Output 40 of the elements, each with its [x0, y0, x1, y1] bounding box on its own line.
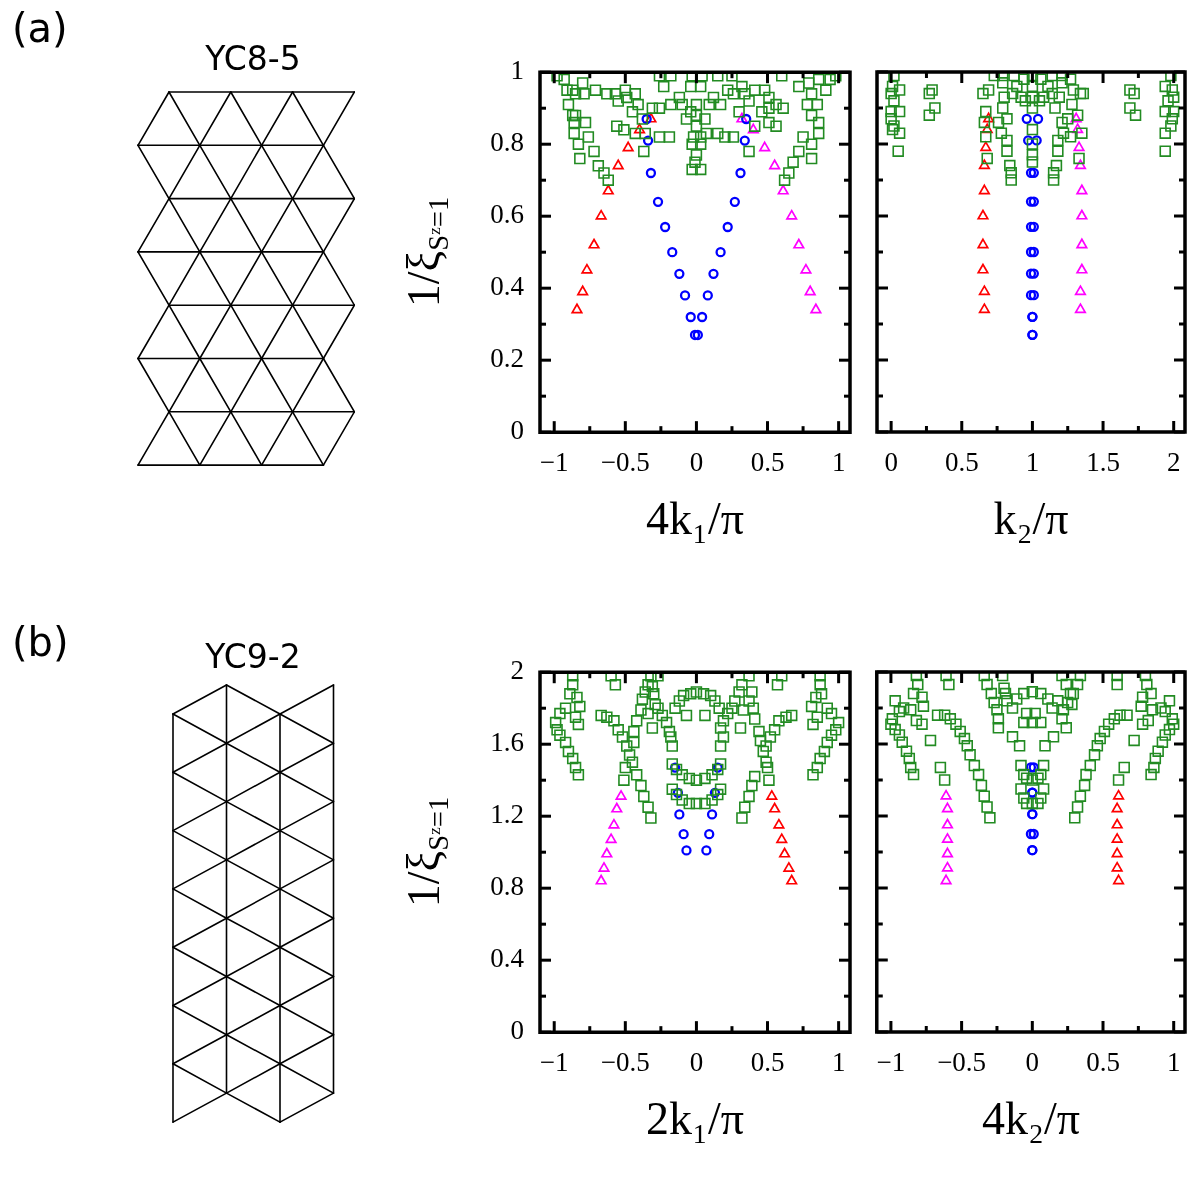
x-tick-label: 0 [1025, 1047, 1040, 1078]
text: (b) [12, 619, 69, 665]
text: YC9-2 [205, 637, 301, 676]
text: YC8-5 [205, 39, 301, 78]
x-tick-label: 0 [689, 447, 704, 478]
x-tick-label: 0 [689, 1047, 704, 1078]
x-tick-label: 2 [1166, 447, 1181, 478]
y-tick-label: 0.4 [490, 271, 525, 302]
x-tick-label: 1 [1167, 1047, 1181, 1078]
y-tick-label: 0.6 [490, 199, 524, 230]
y-tick-label: 1 [510, 55, 524, 86]
y-tick-label: 0 [510, 415, 524, 446]
y-tick-label: 0.8 [490, 871, 524, 902]
x-tick-label: 0.5 [750, 447, 785, 478]
x-tick-label: 1.5 [1086, 447, 1120, 478]
x-tick-label: 0 [884, 447, 898, 478]
x-tick-label: 1 [1025, 447, 1040, 478]
x-tick-label: −1 [876, 1047, 906, 1078]
x-axis-title: 4k₂/π [981, 1093, 1081, 1144]
x-tick-label: 0.5 [750, 1047, 785, 1078]
y-tick-label: 0.2 [490, 343, 524, 374]
x-axis-title: 4k₁/π [645, 493, 745, 544]
y-tick-label: 1.6 [490, 727, 524, 758]
y-tick-label: 0.8 [490, 127, 524, 158]
x-tick-label: 0.5 [944, 447, 979, 478]
x-tick-label: −1 [539, 1047, 569, 1078]
x-tick-label: −0.5 [600, 1047, 650, 1078]
x-tick-label: −0.5 [937, 1047, 987, 1078]
x-tick-label: −1 [539, 447, 569, 478]
y-tick-label: 0.4 [490, 943, 525, 974]
x-tick-label: 1 [831, 447, 846, 478]
x-tick-label: 0.5 [1086, 1047, 1121, 1078]
x-tick-label: 1 [831, 1047, 846, 1078]
x-axis-title: 2k₁/π [645, 1093, 745, 1144]
y-tick-label: 0 [510, 1015, 524, 1046]
text: (a) [12, 5, 68, 51]
x-tick-label: −0.5 [600, 447, 650, 478]
x-axis-title: k₂/π [993, 493, 1069, 544]
y-tick-label: 2 [510, 655, 524, 686]
y-tick-label: 1.2 [490, 799, 524, 830]
